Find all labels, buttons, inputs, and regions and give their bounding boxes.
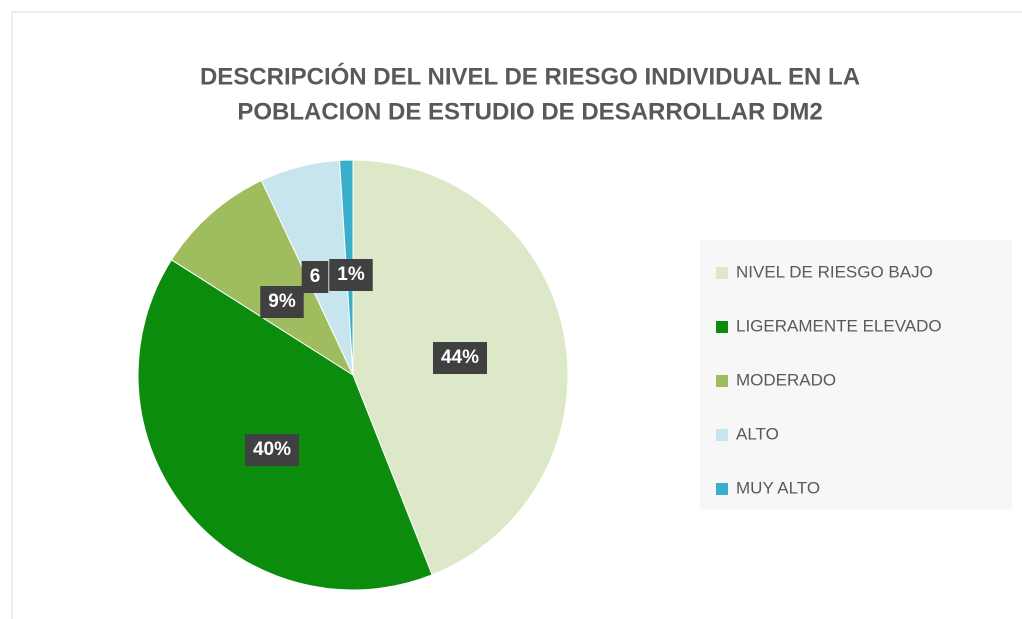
legend-swatch <box>716 483 728 495</box>
legend-label: ALTO <box>736 424 779 443</box>
data-label-box <box>329 259 373 291</box>
legend-label: NIVEL DE RIESGO BAJO <box>736 262 933 281</box>
legend-label: MODERADO <box>736 370 836 389</box>
data-label-box <box>244 434 300 466</box>
legend-swatch <box>716 267 728 279</box>
legend-label: MUY ALTO <box>736 478 820 497</box>
chart-title: POBLACION DE ESTUDIO DE DESARROLLAR DM2 <box>237 98 822 125</box>
legend-box <box>700 240 1012 510</box>
legend-swatch <box>716 429 728 441</box>
chart-title: DESCRIPCIÓN DEL NIVEL DE RIESGO INDIVIDU… <box>200 62 860 90</box>
data-label: 6 <box>310 266 321 287</box>
data-label-box <box>260 286 304 318</box>
data-label-box <box>301 261 329 293</box>
pie-slice <box>170 179 355 377</box>
legend-label: LIGERAMENTE ELEVADO <box>736 316 942 335</box>
data-label: 1% <box>337 264 365 285</box>
data-label-box <box>432 342 488 374</box>
legend-swatch <box>716 375 728 387</box>
data-label: 44% <box>441 347 479 368</box>
data-label: 9% <box>268 291 296 312</box>
legend-swatch <box>716 321 728 333</box>
pie-slice <box>137 259 433 591</box>
data-label: 40% <box>253 439 291 460</box>
